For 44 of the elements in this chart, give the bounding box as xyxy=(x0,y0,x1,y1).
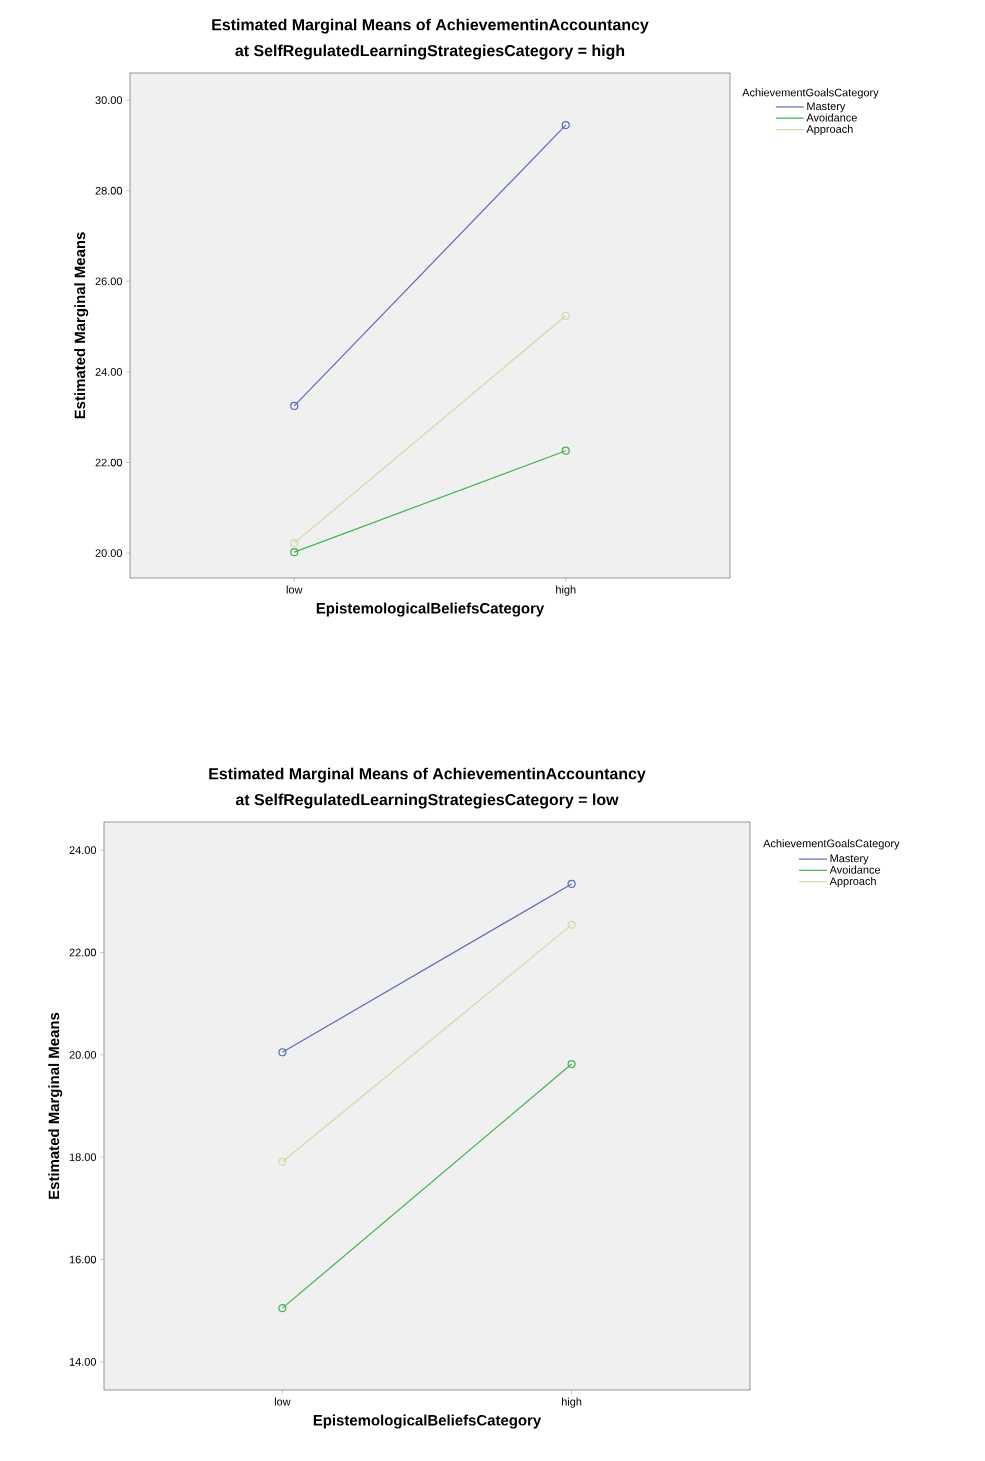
legend-label: Mastery xyxy=(807,102,846,113)
point xyxy=(278,1304,287,1313)
x-axis-title: EpistemologicalBeliefsCategory xyxy=(313,1414,542,1429)
y-tick-label: 24.00 xyxy=(69,846,97,855)
y-tick-label: 30.00 xyxy=(95,96,123,105)
x-tick-label: high xyxy=(556,585,576,596)
point xyxy=(567,920,576,929)
x-axis-title: EpistemologicalBeliefsCategory xyxy=(316,602,545,617)
y-tick-label: 16.00 xyxy=(69,1255,97,1264)
chart-subtitle: at SelfRegulatedLearningStrategiesCategory = low xyxy=(235,793,619,809)
point xyxy=(561,311,570,320)
y-axis-title: Estimated Marginal Means xyxy=(48,1012,63,1199)
y-tick-label: 18.00 xyxy=(69,1153,97,1162)
x-tick-label: low xyxy=(286,585,303,594)
legend-label: Avoidance xyxy=(829,865,881,874)
legend-label: Mastery xyxy=(830,854,869,865)
y-tick-label: 22.00 xyxy=(95,458,123,467)
chart-subtitle: at SelfRegulatedLearningStrategiesCategory = high xyxy=(235,44,625,60)
point xyxy=(278,1157,287,1166)
legend-label: Avoidance xyxy=(806,113,857,122)
y-tick-label: 20.00 xyxy=(69,1050,97,1059)
point xyxy=(290,548,299,557)
x-tick-label: low xyxy=(274,1397,291,1406)
chart-title: Estimated Marginal Means of AchievementinAccountancy xyxy=(212,18,649,34)
legend-title: AchievementGoalsCategory xyxy=(742,88,879,99)
point xyxy=(290,539,299,548)
y-tick-label: 22.00 xyxy=(69,948,97,957)
y-tick-label: 28.00 xyxy=(95,186,123,195)
point xyxy=(567,879,576,889)
point xyxy=(567,1059,576,1069)
point xyxy=(290,401,299,410)
y-tick-label: 14.00 xyxy=(69,1357,97,1366)
point xyxy=(561,446,570,455)
legend-label: Approach xyxy=(806,124,853,136)
y-tick-label: 20.00 xyxy=(95,549,123,557)
legend-title: AchievementGoalsCategory xyxy=(763,839,900,850)
point xyxy=(278,1048,287,1057)
chart-title: Estimated Marginal Means of AchievementinAccountancy xyxy=(209,767,646,783)
point xyxy=(561,120,570,130)
y-tick-label: 26.00 xyxy=(95,277,123,286)
legend-label: Approach xyxy=(829,877,876,888)
x-tick-label: high xyxy=(562,1397,582,1408)
y-tick-label: 24.00 xyxy=(95,368,123,376)
y-axis-title: Estimated Marginal Means xyxy=(74,232,89,419)
